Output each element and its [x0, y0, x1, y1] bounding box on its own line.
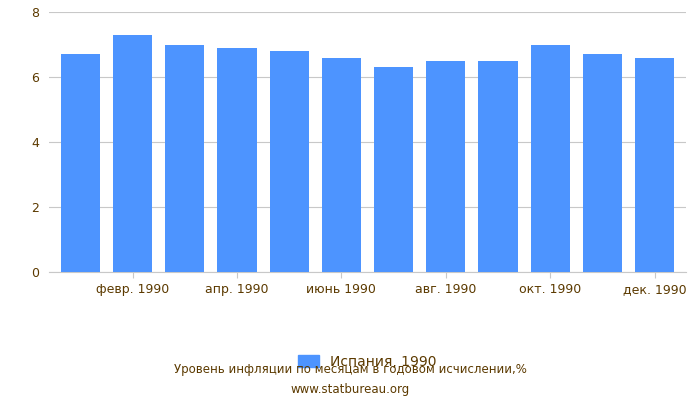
- Bar: [479, 61, 517, 272]
- Bar: [635, 58, 674, 272]
- Legend: Испания, 1990: Испания, 1990: [293, 349, 442, 374]
- Bar: [165, 44, 204, 272]
- Bar: [531, 44, 570, 272]
- Bar: [322, 58, 361, 272]
- Bar: [218, 48, 256, 272]
- Bar: [374, 67, 413, 272]
- Bar: [270, 51, 309, 272]
- Bar: [583, 54, 622, 272]
- Bar: [61, 54, 100, 272]
- Text: www.statbureau.org: www.statbureau.org: [290, 384, 410, 396]
- Bar: [113, 35, 152, 272]
- Bar: [426, 61, 466, 272]
- Text: Уровень инфляции по месяцам в годовом исчислении,%: Уровень инфляции по месяцам в годовом ис…: [174, 364, 526, 376]
